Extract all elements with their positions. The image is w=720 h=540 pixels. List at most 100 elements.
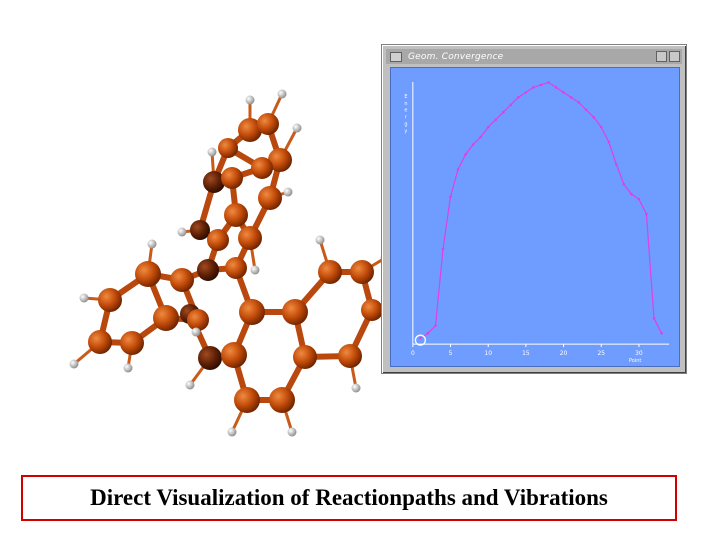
data-point[interactable] [562, 91, 565, 94]
minimize-button[interactable] [656, 51, 667, 62]
carbon-atom [269, 387, 295, 413]
hydrogen-atom [245, 95, 255, 105]
data-point[interactable] [577, 101, 580, 104]
carbon-atom [293, 345, 317, 369]
hydrogen-atom [147, 239, 157, 249]
carbon-atom [88, 330, 112, 354]
data-point[interactable] [652, 317, 656, 320]
data-point[interactable] [501, 110, 505, 114]
energy-curve [420, 81, 663, 339]
hydrogen-atom [79, 293, 89, 303]
data-point[interactable] [607, 140, 611, 144]
carbon-atom [153, 305, 179, 331]
carbon-atom [361, 299, 383, 321]
carbon-atom [225, 257, 247, 279]
data-point[interactable] [532, 86, 535, 89]
current-point-marker[interactable] [414, 334, 426, 346]
carbon-atom [251, 157, 273, 179]
hydrogen-atom [315, 235, 325, 245]
data-point[interactable] [449, 195, 452, 198]
carbon-atom [187, 309, 209, 331]
carbon-atom [238, 118, 262, 142]
hydrogen-atom [191, 327, 201, 337]
maximize-button[interactable] [669, 51, 680, 62]
carbon-atom [350, 260, 374, 284]
carbon-atom [224, 203, 248, 227]
carbon-atom [207, 229, 229, 251]
slide-caption: Direct Visualization of Reactionpaths an… [21, 475, 677, 521]
carbon-atom [203, 171, 225, 193]
data-point[interactable] [479, 135, 482, 139]
data-point[interactable] [434, 324, 437, 328]
hydrogen-atom [185, 380, 195, 390]
hydrogen-atom [227, 427, 237, 437]
carbon-atom [258, 186, 282, 210]
data-point[interactable] [599, 125, 603, 129]
data-point[interactable] [426, 331, 430, 335]
x-tick-label: 30 [635, 350, 643, 357]
data-point[interactable] [441, 247, 445, 251]
data-point[interactable] [592, 115, 596, 119]
hydrogen-atom [207, 147, 217, 157]
carbon-atom [239, 299, 265, 325]
data-point[interactable] [554, 86, 558, 89]
carbon-atom [257, 113, 279, 135]
data-point[interactable] [517, 96, 520, 99]
hydrogen-atom [287, 427, 297, 437]
data-point[interactable] [539, 83, 543, 87]
carbon-atom [338, 344, 362, 368]
hydrogen-atom [123, 363, 133, 373]
data-point[interactable] [509, 103, 513, 107]
carbon-atom [198, 346, 222, 370]
window-menu-icon[interactable] [390, 51, 402, 62]
x-tick-label: 0 [411, 350, 415, 357]
molecule-ball-and-stick-model [69, 89, 390, 437]
carbon-atom [268, 148, 292, 172]
x-tick-label: 5 [449, 350, 453, 357]
carbon-atom [221, 167, 243, 189]
data-point[interactable] [660, 331, 663, 335]
window-title: Geom. Convergence [408, 51, 504, 62]
data-point[interactable] [637, 197, 641, 201]
data-point[interactable] [464, 153, 467, 156]
hydrogen-atom [177, 227, 187, 237]
data-point[interactable] [622, 182, 626, 186]
hydrogen-atom [277, 89, 287, 99]
data-point[interactable] [547, 81, 550, 84]
carbon-atom [197, 259, 219, 281]
x-tick-label: 25 [597, 350, 605, 357]
hydrogen-atom [351, 383, 361, 393]
carbon-atom [190, 220, 210, 240]
data-point[interactable] [569, 96, 573, 99]
hydrogen-atom [292, 123, 302, 133]
x-tick-label: 15 [522, 350, 530, 357]
window-title-bar[interactable]: Geom. Convergence [386, 49, 682, 64]
data-point[interactable] [456, 168, 460, 171]
data-point[interactable] [471, 143, 475, 146]
hydrogen-atom [69, 359, 79, 369]
hydrogen-atom [283, 187, 293, 197]
data-point[interactable] [630, 192, 633, 196]
carbon-atom [238, 226, 262, 250]
carbon-atom [98, 288, 122, 312]
data-point[interactable] [494, 118, 498, 121]
caption-text: Direct Visualization of Reactionpaths an… [90, 485, 608, 510]
carbon-atom [221, 342, 247, 368]
data-point[interactable] [419, 336, 422, 340]
carbon-atom [318, 260, 342, 284]
carbon-atom [282, 299, 308, 325]
hydrogen-atom [250, 265, 260, 275]
data-point[interactable] [486, 125, 490, 129]
carbon-atom [234, 387, 260, 413]
carbon-atom [170, 268, 194, 292]
x-axis-label: Point [629, 358, 641, 364]
carbon-atom [218, 138, 238, 158]
data-point[interactable] [524, 91, 528, 94]
x-tick-label: 10 [484, 350, 492, 357]
data-point[interactable] [645, 212, 648, 216]
carbon-atom [120, 331, 144, 355]
data-point[interactable] [584, 108, 588, 112]
data-point[interactable] [615, 163, 618, 166]
